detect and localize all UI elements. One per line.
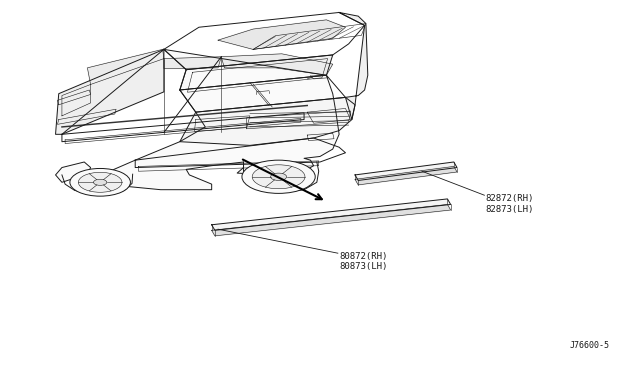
Polygon shape (355, 166, 457, 185)
Polygon shape (56, 49, 164, 134)
Ellipse shape (70, 169, 131, 196)
Text: 82872(RH): 82872(RH) (486, 195, 534, 203)
Polygon shape (164, 57, 221, 68)
Text: 80872(RH): 80872(RH) (339, 251, 387, 261)
Ellipse shape (252, 165, 305, 189)
Polygon shape (164, 13, 365, 70)
Ellipse shape (271, 173, 287, 180)
Polygon shape (180, 97, 355, 145)
Polygon shape (180, 75, 346, 112)
Polygon shape (180, 55, 333, 90)
Ellipse shape (242, 160, 316, 193)
Polygon shape (221, 54, 333, 75)
Ellipse shape (93, 179, 107, 185)
Ellipse shape (78, 172, 122, 192)
Polygon shape (218, 20, 346, 49)
Text: 80873(LH): 80873(LH) (339, 262, 387, 271)
Polygon shape (212, 205, 451, 236)
Polygon shape (355, 162, 457, 180)
Text: J76600-5: J76600-5 (570, 341, 610, 350)
Polygon shape (339, 13, 368, 119)
Text: 82873(LH): 82873(LH) (486, 205, 534, 214)
Polygon shape (56, 49, 339, 190)
Polygon shape (88, 49, 164, 84)
Polygon shape (212, 199, 451, 230)
Polygon shape (62, 84, 91, 116)
